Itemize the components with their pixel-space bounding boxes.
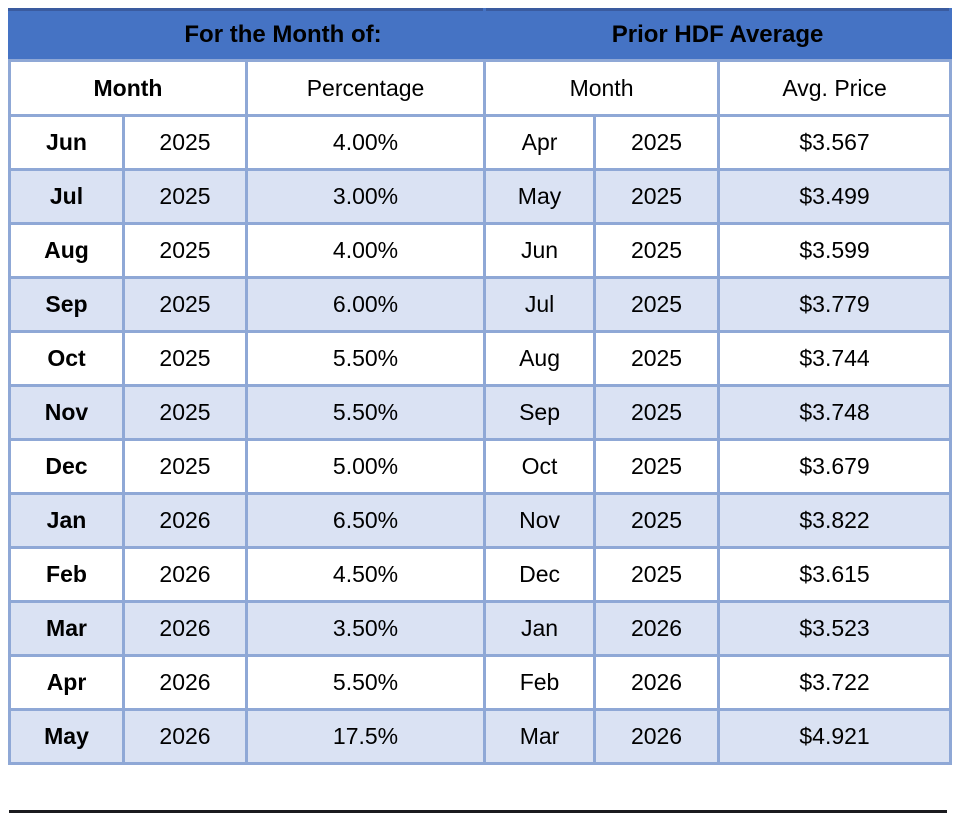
prior-month-cell: Dec [483,546,597,603]
title-for-the-month-of: For the Month of: [7,8,487,62]
prior-year-cell: 2025 [593,492,721,549]
col-header-avg-price: Avg. Price [717,59,953,117]
month-cell: Jul [8,168,125,225]
prior-year-cell: 2025 [593,168,721,225]
percentage-cell: 5.00% [244,438,487,495]
table-row: May 2026 17.5% Mar 2026 $4.921 [8,708,953,765]
year-cell: 2025 [122,330,248,387]
avg-price-cell: $3.499 [717,168,953,225]
table-row: Jun 2025 4.00% Apr 2025 $3.567 [8,114,953,171]
percentage-cell: 4.00% [244,222,487,279]
month-cell: Oct [8,330,125,387]
avg-price-cell: $3.722 [717,654,953,711]
prior-month-cell: Jan [483,600,597,657]
year-cell: 2025 [122,438,248,495]
table-body: Jun 2025 4.00% Apr 2025 $3.567 Jul 2025 … [8,114,953,765]
table-row: Nov 2025 5.50% Sep 2025 $3.748 [8,384,953,441]
table-row: Mar 2026 3.50% Jan 2026 $3.523 [8,600,953,657]
year-cell: 2026 [122,708,248,765]
year-cell: 2025 [122,114,248,171]
table-row: Feb 2026 4.50% Dec 2025 $3.615 [8,546,953,603]
col-header-percentage: Percentage [244,59,487,117]
avg-price-cell: $3.748 [717,384,953,441]
title-prior-hdf-average: Prior HDF Average [483,8,953,62]
prior-year-cell: 2025 [593,384,721,441]
month-cell: May [8,708,125,765]
avg-price-cell: $3.599 [717,222,953,279]
month-cell: Jun [8,114,125,171]
prior-month-cell: Nov [483,492,597,549]
month-cell: Feb [8,546,125,603]
month-cell: Apr [8,654,125,711]
table-title-row: For the Month of: Prior HDF Average [7,8,953,62]
avg-price-cell: $3.567 [717,114,953,171]
prior-year-cell: 2025 [593,438,721,495]
prior-month-cell: Feb [483,654,597,711]
year-cell: 2026 [122,654,248,711]
avg-price-cell: $3.779 [717,276,953,333]
year-cell: 2026 [122,600,248,657]
prior-month-cell: Sep [483,384,597,441]
prior-year-cell: 2025 [593,330,721,387]
prior-year-cell: 2025 [593,546,721,603]
table-row: Jul 2025 3.00% May 2025 $3.499 [8,168,953,225]
table-row: Aug 2025 4.00% Jun 2025 $3.599 [8,222,953,279]
month-cell: Jan [8,492,125,549]
table-row: Jan 2026 6.50% Nov 2025 $3.822 [8,492,953,549]
year-cell: 2025 [122,222,248,279]
avg-price-cell: $3.744 [717,330,953,387]
prior-month-cell: Jun [483,222,597,279]
month-cell: Nov [8,384,125,441]
table-row: Apr 2026 5.50% Feb 2026 $3.722 [8,654,953,711]
year-cell: 2026 [122,546,248,603]
percentage-cell: 6.00% [244,276,487,333]
month-cell: Sep [8,276,125,333]
year-cell: 2025 [122,168,248,225]
month-cell: Dec [8,438,125,495]
table-row: Sep 2025 6.00% Jul 2025 $3.779 [8,276,953,333]
prior-month-cell: May [483,168,597,225]
prior-year-cell: 2025 [593,114,721,171]
percentage-cell: 5.50% [244,384,487,441]
month-cell: Aug [8,222,125,279]
avg-price-cell: $3.679 [717,438,953,495]
month-cell: Mar [8,600,125,657]
percentage-cell: 3.50% [244,600,487,657]
prior-year-cell: 2025 [593,222,721,279]
prior-month-cell: Aug [483,330,597,387]
table-bottom-rule [9,810,947,813]
percentage-cell: 5.50% [244,330,487,387]
prior-month-cell: Apr [483,114,597,171]
percentage-cell: 4.00% [244,114,487,171]
prior-month-cell: Oct [483,438,597,495]
avg-price-cell: $4.921 [717,708,953,765]
table-row: Oct 2025 5.50% Aug 2025 $3.744 [8,330,953,387]
percentage-cell: 4.50% [244,546,487,603]
avg-price-cell: $3.523 [717,600,953,657]
year-cell: 2025 [122,384,248,441]
prior-year-cell: 2026 [593,708,721,765]
avg-price-cell: $3.615 [717,546,953,603]
col-header-prior-month: Month [483,59,721,117]
prior-year-cell: 2025 [593,276,721,333]
percentage-cell: 6.50% [244,492,487,549]
percentage-cell: 5.50% [244,654,487,711]
table-row: Dec 2025 5.00% Oct 2025 $3.679 [8,438,953,495]
percentage-cell: 3.00% [244,168,487,225]
prior-month-cell: Jul [483,276,597,333]
prior-month-cell: Mar [483,708,597,765]
year-cell: 2025 [122,276,248,333]
year-cell: 2026 [122,492,248,549]
hdf-average-table: For the Month of: Prior HDF Average Mont… [7,8,953,765]
prior-year-cell: 2026 [593,600,721,657]
percentage-cell: 17.5% [244,708,487,765]
avg-price-cell: $3.822 [717,492,953,549]
column-header-row: Month Percentage Month Avg. Price [8,59,953,117]
col-header-month: Month [8,59,248,117]
prior-year-cell: 2026 [593,654,721,711]
